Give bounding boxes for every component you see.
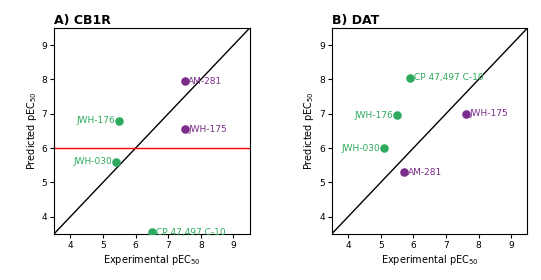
Text: A) CB1R: A) CB1R — [54, 14, 111, 27]
Text: CP 47,497 C-10: CP 47,497 C-10 — [156, 228, 226, 237]
X-axis label: Experimental pEC$_{50}$: Experimental pEC$_{50}$ — [103, 253, 201, 267]
Text: JWH-175: JWH-175 — [470, 109, 508, 118]
Y-axis label: Predicted pEC$_{50}$: Predicted pEC$_{50}$ — [25, 92, 38, 170]
Point — [399, 170, 408, 174]
Point — [406, 76, 414, 80]
Text: JWH-030: JWH-030 — [341, 144, 380, 153]
Point — [111, 160, 120, 164]
Point — [148, 230, 156, 234]
Point — [393, 113, 401, 118]
Text: JWH-176: JWH-176 — [77, 116, 115, 125]
Point — [180, 79, 189, 83]
Text: AM-281: AM-281 — [407, 167, 442, 177]
X-axis label: Experimental pEC$_{50}$: Experimental pEC$_{50}$ — [381, 253, 478, 267]
Point — [380, 146, 388, 150]
Point — [461, 111, 470, 116]
Point — [115, 118, 124, 123]
Point — [180, 127, 189, 131]
Y-axis label: Predicted pEC$_{50}$: Predicted pEC$_{50}$ — [302, 92, 316, 170]
Text: JWH-030: JWH-030 — [74, 157, 112, 166]
Text: B) DAT: B) DAT — [332, 14, 379, 27]
Text: JWH-175: JWH-175 — [188, 125, 227, 134]
Text: JWH-176: JWH-176 — [354, 111, 393, 120]
Text: AM-281: AM-281 — [188, 77, 223, 86]
Text: CP 47,497 C-10: CP 47,497 C-10 — [414, 73, 484, 82]
